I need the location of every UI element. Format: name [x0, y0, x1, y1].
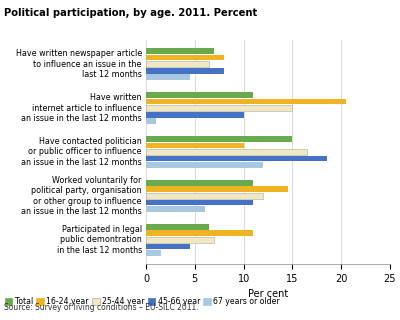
Legend: Total, 16-24 year, 25-44 year, 45-66 year, 67 years or older: Total, 16-24 year, 25-44 year, 45-66 yea…	[5, 297, 280, 306]
Bar	[146, 162, 263, 168]
Bar	[146, 118, 156, 124]
X-axis label: Per cent: Per cent	[248, 289, 288, 299]
Bar	[146, 68, 224, 74]
Text: Source: Survey of living conditions – EU-SILC 2011.: Source: Survey of living conditions – EU…	[4, 303, 199, 312]
Bar	[146, 193, 263, 199]
Bar	[146, 75, 190, 80]
Bar	[146, 200, 253, 205]
Bar	[146, 99, 346, 104]
Bar	[146, 187, 288, 192]
Bar	[146, 250, 161, 256]
Bar	[146, 237, 214, 243]
Bar	[146, 224, 210, 229]
Bar	[146, 92, 253, 98]
Bar	[146, 206, 204, 212]
Bar	[146, 244, 190, 249]
Bar	[146, 142, 244, 148]
Bar	[146, 48, 214, 54]
Bar	[146, 180, 253, 186]
Bar	[146, 105, 292, 111]
Text: Political participation, by age. 2011. Percent: Political participation, by age. 2011. P…	[4, 8, 257, 18]
Bar	[146, 61, 210, 67]
Bar	[146, 55, 224, 60]
Bar	[146, 149, 307, 155]
Bar	[146, 230, 253, 236]
Bar	[146, 112, 244, 117]
Bar	[146, 136, 292, 142]
Bar	[146, 156, 326, 162]
